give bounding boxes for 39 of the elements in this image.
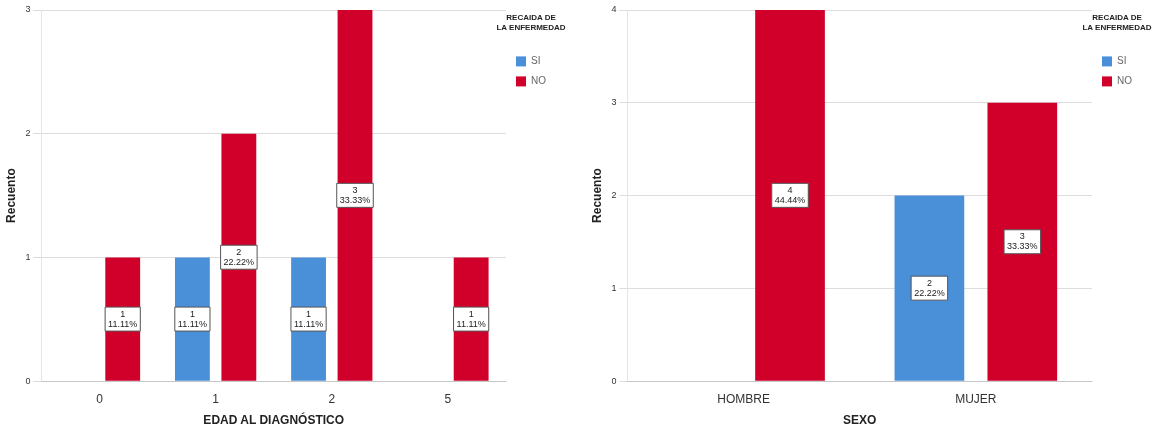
x-axis-title: SEXO bbox=[843, 413, 877, 428]
legend-label: NO bbox=[531, 75, 547, 87]
y-tick-label: 3 bbox=[25, 4, 31, 15]
x-tick-label: HOMBRE bbox=[717, 391, 770, 406]
legend-label: SI bbox=[1117, 55, 1127, 67]
y-tick-label: 1 bbox=[25, 251, 31, 262]
bar bbox=[987, 102, 1058, 381]
x-tick-label: MUJER bbox=[955, 391, 997, 406]
data-label: 2 22.22% bbox=[223, 246, 255, 267]
data-label: 1 11.11% bbox=[293, 308, 324, 329]
y-tick-label: 1 bbox=[611, 282, 617, 293]
y-tick-label: 3 bbox=[611, 97, 617, 108]
y-axis-title: Recuento bbox=[589, 168, 604, 223]
bar bbox=[755, 10, 825, 381]
y-tick-label: 2 bbox=[611, 190, 617, 201]
x-tick-label: 5 bbox=[444, 391, 452, 406]
data-label: 1 11.11% bbox=[177, 308, 207, 329]
y-tick-label: 4 bbox=[611, 4, 617, 15]
data-label: 4 44.44% bbox=[774, 184, 806, 205]
y-tick-label: 0 bbox=[611, 375, 617, 386]
bar bbox=[337, 10, 373, 381]
bar bbox=[894, 195, 965, 381]
data-label: 3 33.33% bbox=[1007, 231, 1038, 252]
x-tick-label: 1 bbox=[212, 391, 220, 406]
y-axis-title: Recuento bbox=[3, 168, 18, 223]
legend-title: RECAIDA DE LA ENFERMEDAD bbox=[1082, 13, 1152, 33]
data-label: 2 22.22% bbox=[914, 277, 945, 298]
y-tick-label: 0 bbox=[25, 375, 31, 386]
data-label: 3 33.33% bbox=[339, 184, 371, 205]
legend-label: NO bbox=[1117, 75, 1133, 87]
x-tick-label: 2 bbox=[328, 391, 336, 406]
data-label: 1 11.11% bbox=[108, 308, 138, 329]
legend-title: RECAIDA DE LA ENFERMEDAD bbox=[496, 13, 566, 33]
y-tick-label: 2 bbox=[25, 128, 31, 139]
data-label: 1 11.11% bbox=[456, 308, 486, 329]
bar bbox=[221, 133, 257, 381]
legend-label: SI bbox=[531, 55, 541, 67]
x-tick-label: 0 bbox=[96, 391, 104, 406]
x-axis-title: EDAD AL DIAGNÓSTICO bbox=[203, 412, 345, 428]
